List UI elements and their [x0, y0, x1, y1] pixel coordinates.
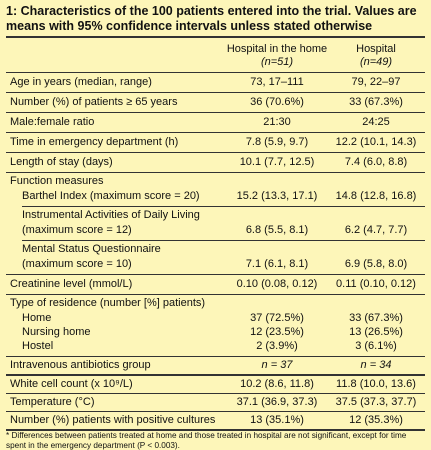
row-rule [6, 393, 425, 394]
value-home: 7.1 (6.1, 8.1) [245, 258, 309, 270]
section-rule [6, 374, 425, 376]
row-label: Instrumental Activities of Daily Living [22, 209, 200, 221]
column-label-hospital: Hospital [356, 43, 396, 55]
row-rule [22, 206, 425, 207]
row-rule [6, 92, 425, 93]
row-label: (maximum score = 12) [22, 224, 132, 236]
value-home: 7.8 (5.9, 9.7) [245, 136, 309, 148]
value-home: 0.10 (0.08, 0.12) [236, 278, 318, 290]
table-row: Number (%) of patients ≥ 65 years 36 (70.… [0, 94, 431, 110]
table-row: Type of residence (number [%] patients) [0, 295, 431, 311]
table-row: Mental Status Questionnaire [0, 241, 431, 257]
value-hospital: 33 (67.3%) [349, 96, 403, 108]
table-row: Home 37 (72.5%) 33 (67.3%) [0, 310, 431, 326]
row-label: Temperature (°C) [10, 396, 95, 408]
row-label: Hostel [22, 340, 54, 352]
row-rule [6, 294, 425, 295]
value-home: 15.2 (13.3, 17.1) [236, 190, 318, 202]
value-home: 10.1 (7.7, 12.5) [239, 156, 315, 168]
row-label: Time in emergency department (h) [10, 136, 179, 148]
column-header-home: Hospital in the home (n=51) [222, 43, 332, 69]
table-footnote: * Differences between patients treated a… [6, 431, 407, 450]
table-row: Age in years (median, range) 73, 17–111 79… [0, 74, 431, 90]
value-hospital: 0.11 (0.10, 0.12) [336, 278, 416, 290]
row-label: Function measures [10, 175, 104, 187]
row-rule [6, 172, 425, 173]
value-hospital: 37.5 (37.3, 37.7) [335, 396, 417, 408]
row-label: Number (%) of patients ≥ 65 years [10, 96, 178, 108]
table-row: Creatinine level (mmol/L) 0.10 (0.08, 0.1… [0, 276, 431, 292]
table-row: Hostel 2 (3.9%) 3 (6.1%) [0, 338, 431, 354]
title-rule [6, 36, 425, 38]
value-home: 37 (72.5%) [250, 312, 304, 324]
row-rule [6, 132, 425, 133]
value-hospital: 12.2 (10.1, 14.3) [335, 136, 417, 148]
row-rule [6, 274, 425, 275]
table-row: Nursing home 12 (23.5%) 13 (26.5%) [0, 324, 431, 340]
value-home: n = 37 [261, 359, 293, 371]
value-home: 2 (3.9%) [256, 340, 298, 352]
table-title: 1: Characteristics of the 100 patients e… [6, 4, 417, 33]
row-label: (maximum score = 10) [22, 258, 132, 270]
row-label: Mental Status Questionnaire [22, 243, 161, 255]
row-label: Creatinine level (mmol/L) [10, 278, 133, 290]
column-n-home: (n=51) [260, 56, 294, 68]
value-hospital: 24:25 [362, 116, 390, 128]
table-row: (maximum score = 12) 6.8 (5.5, 8.1) 6.2 (4… [0, 222, 431, 238]
table-row: Instrumental Activities of Daily Living [0, 207, 431, 223]
table-row: Length of stay (days) 10.1 (7.7, 12.5) 7.4… [0, 154, 431, 170]
row-rule [6, 411, 425, 412]
value-hospital: 11.8 (10.0, 13.6) [336, 378, 416, 390]
value-hospital: 13 (26.5%) [349, 326, 403, 338]
value-home: 13 (35.1%) [250, 414, 304, 426]
value-hospital: 12 (35.3%) [349, 414, 403, 426]
row-rule [22, 240, 425, 241]
row-rule [6, 356, 425, 357]
table-row: Time in emergency department (h) 7.8 (5.9… [0, 134, 431, 150]
value-hospital: 6.2 (4.7, 7.7) [344, 224, 408, 236]
table-row: Function measures [0, 173, 431, 189]
value-home: 21:30 [263, 116, 291, 128]
table-row: Temperature (°C) 37.1 (36.9, 37.3) 37.5 (3… [0, 394, 431, 410]
value-home: 36 (70.6%) [250, 96, 304, 108]
row-label: Type of residence (number [%] patients) [10, 297, 206, 309]
table-row: Intravenous antibiotics group n = 37 n = 3… [0, 357, 431, 373]
row-label: Intravenous antibiotics group [10, 359, 151, 371]
value-hospital: n = 34 [360, 359, 392, 371]
value-home: 37.1 (36.9, 37.3) [236, 396, 318, 408]
table-row: Male:female ratio 21:30 24:25 [0, 114, 431, 130]
value-hospital: 14.8 (12.8, 16.8) [335, 190, 417, 202]
value-home: 12 (23.5%) [250, 326, 304, 338]
table-row: (maximum score = 10) 7.1 (6.1, 8.1) 6.9 (5… [0, 256, 431, 272]
row-label: Length of stay (days) [10, 156, 113, 168]
row-label: White cell count (x 10⁹/L) [10, 378, 133, 390]
value-home: 73, 17–111 [250, 76, 304, 88]
table-row: White cell count (x 10⁹/L) 10.2 (8.6, 11.… [0, 376, 431, 392]
row-rule [6, 152, 425, 153]
value-home: 10.2 (8.6, 11.8) [240, 378, 314, 390]
value-hospital: 33 (67.3%) [349, 312, 403, 324]
value-hospital: 3 (6.1%) [355, 340, 397, 352]
row-label: Number (%) patients with positive cultur… [10, 414, 216, 426]
row-label: Barthel Index (maximum score = 20) [22, 190, 200, 202]
row-label: Home [22, 312, 52, 324]
column-label-home: Hospital in the home [226, 43, 328, 55]
column-header-hospital: Hospital (n=49) [326, 43, 426, 69]
value-hospital: 79, 22–97 [351, 76, 401, 88]
value-hospital: 7.4 (6.0, 8.8) [344, 156, 408, 168]
row-label: Nursing home [22, 326, 91, 338]
header-rule [6, 72, 425, 73]
table-bottom-rule [6, 429, 425, 431]
row-label: Male:female ratio [10, 116, 95, 128]
column-n-hospital: (n=49) [359, 56, 393, 68]
value-hospital: 6.9 (5.8, 8.0) [344, 258, 408, 270]
row-label: Age in years (median, range) [10, 76, 152, 88]
table-row: Barthel Index (maximum score = 20) 15.2 (… [0, 188, 431, 204]
table-row: Number (%) patients with positive cultur… [0, 412, 431, 428]
value-home: 6.8 (5.5, 8.1) [245, 224, 309, 236]
row-rule [6, 112, 425, 113]
